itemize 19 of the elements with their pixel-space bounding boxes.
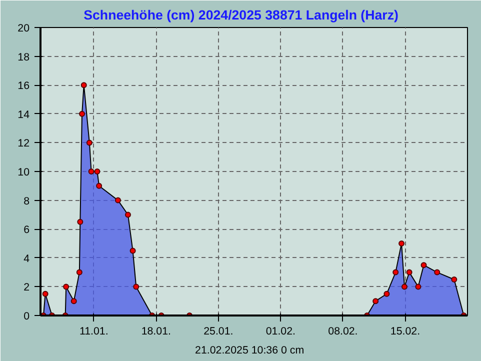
chart-title: Schneehöhe (cm) 2024/2025 38871 Langeln (Harz) (84, 8, 398, 22)
x-tick-label: 18.01. (141, 326, 171, 338)
y-tick-label: 2 (24, 282, 30, 294)
y-tick-label: 8 (24, 195, 30, 208)
x-tick-label: 01.02. (266, 326, 296, 338)
y-tick-label: 6 (24, 224, 30, 236)
y-tick-label: 20 (18, 22, 30, 34)
x-tick-label: 25.01. (204, 326, 234, 338)
x-tick-label: 08.02. (328, 326, 358, 338)
y-tick-label: 16 (18, 80, 30, 92)
y-tick-label: 12 (18, 138, 30, 150)
text: 21.02.2025 10:36 0 cm (195, 344, 304, 356)
y-tick-label: 4 (24, 252, 30, 265)
y-tick-label: 0 (24, 310, 30, 322)
x-tick-label: 15.02. (390, 326, 420, 338)
x-tick-label: 11.01. (79, 326, 108, 338)
y-tick-label: 18 (18, 51, 30, 64)
y-tick-label: 10 (18, 166, 30, 178)
y-tick-label: 14 (18, 108, 30, 121)
